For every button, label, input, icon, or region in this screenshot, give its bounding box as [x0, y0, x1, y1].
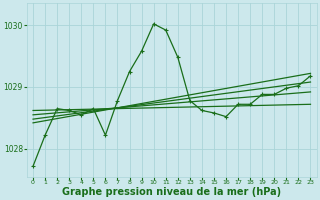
X-axis label: Graphe pression niveau de la mer (hPa): Graphe pression niveau de la mer (hPa): [62, 187, 281, 197]
